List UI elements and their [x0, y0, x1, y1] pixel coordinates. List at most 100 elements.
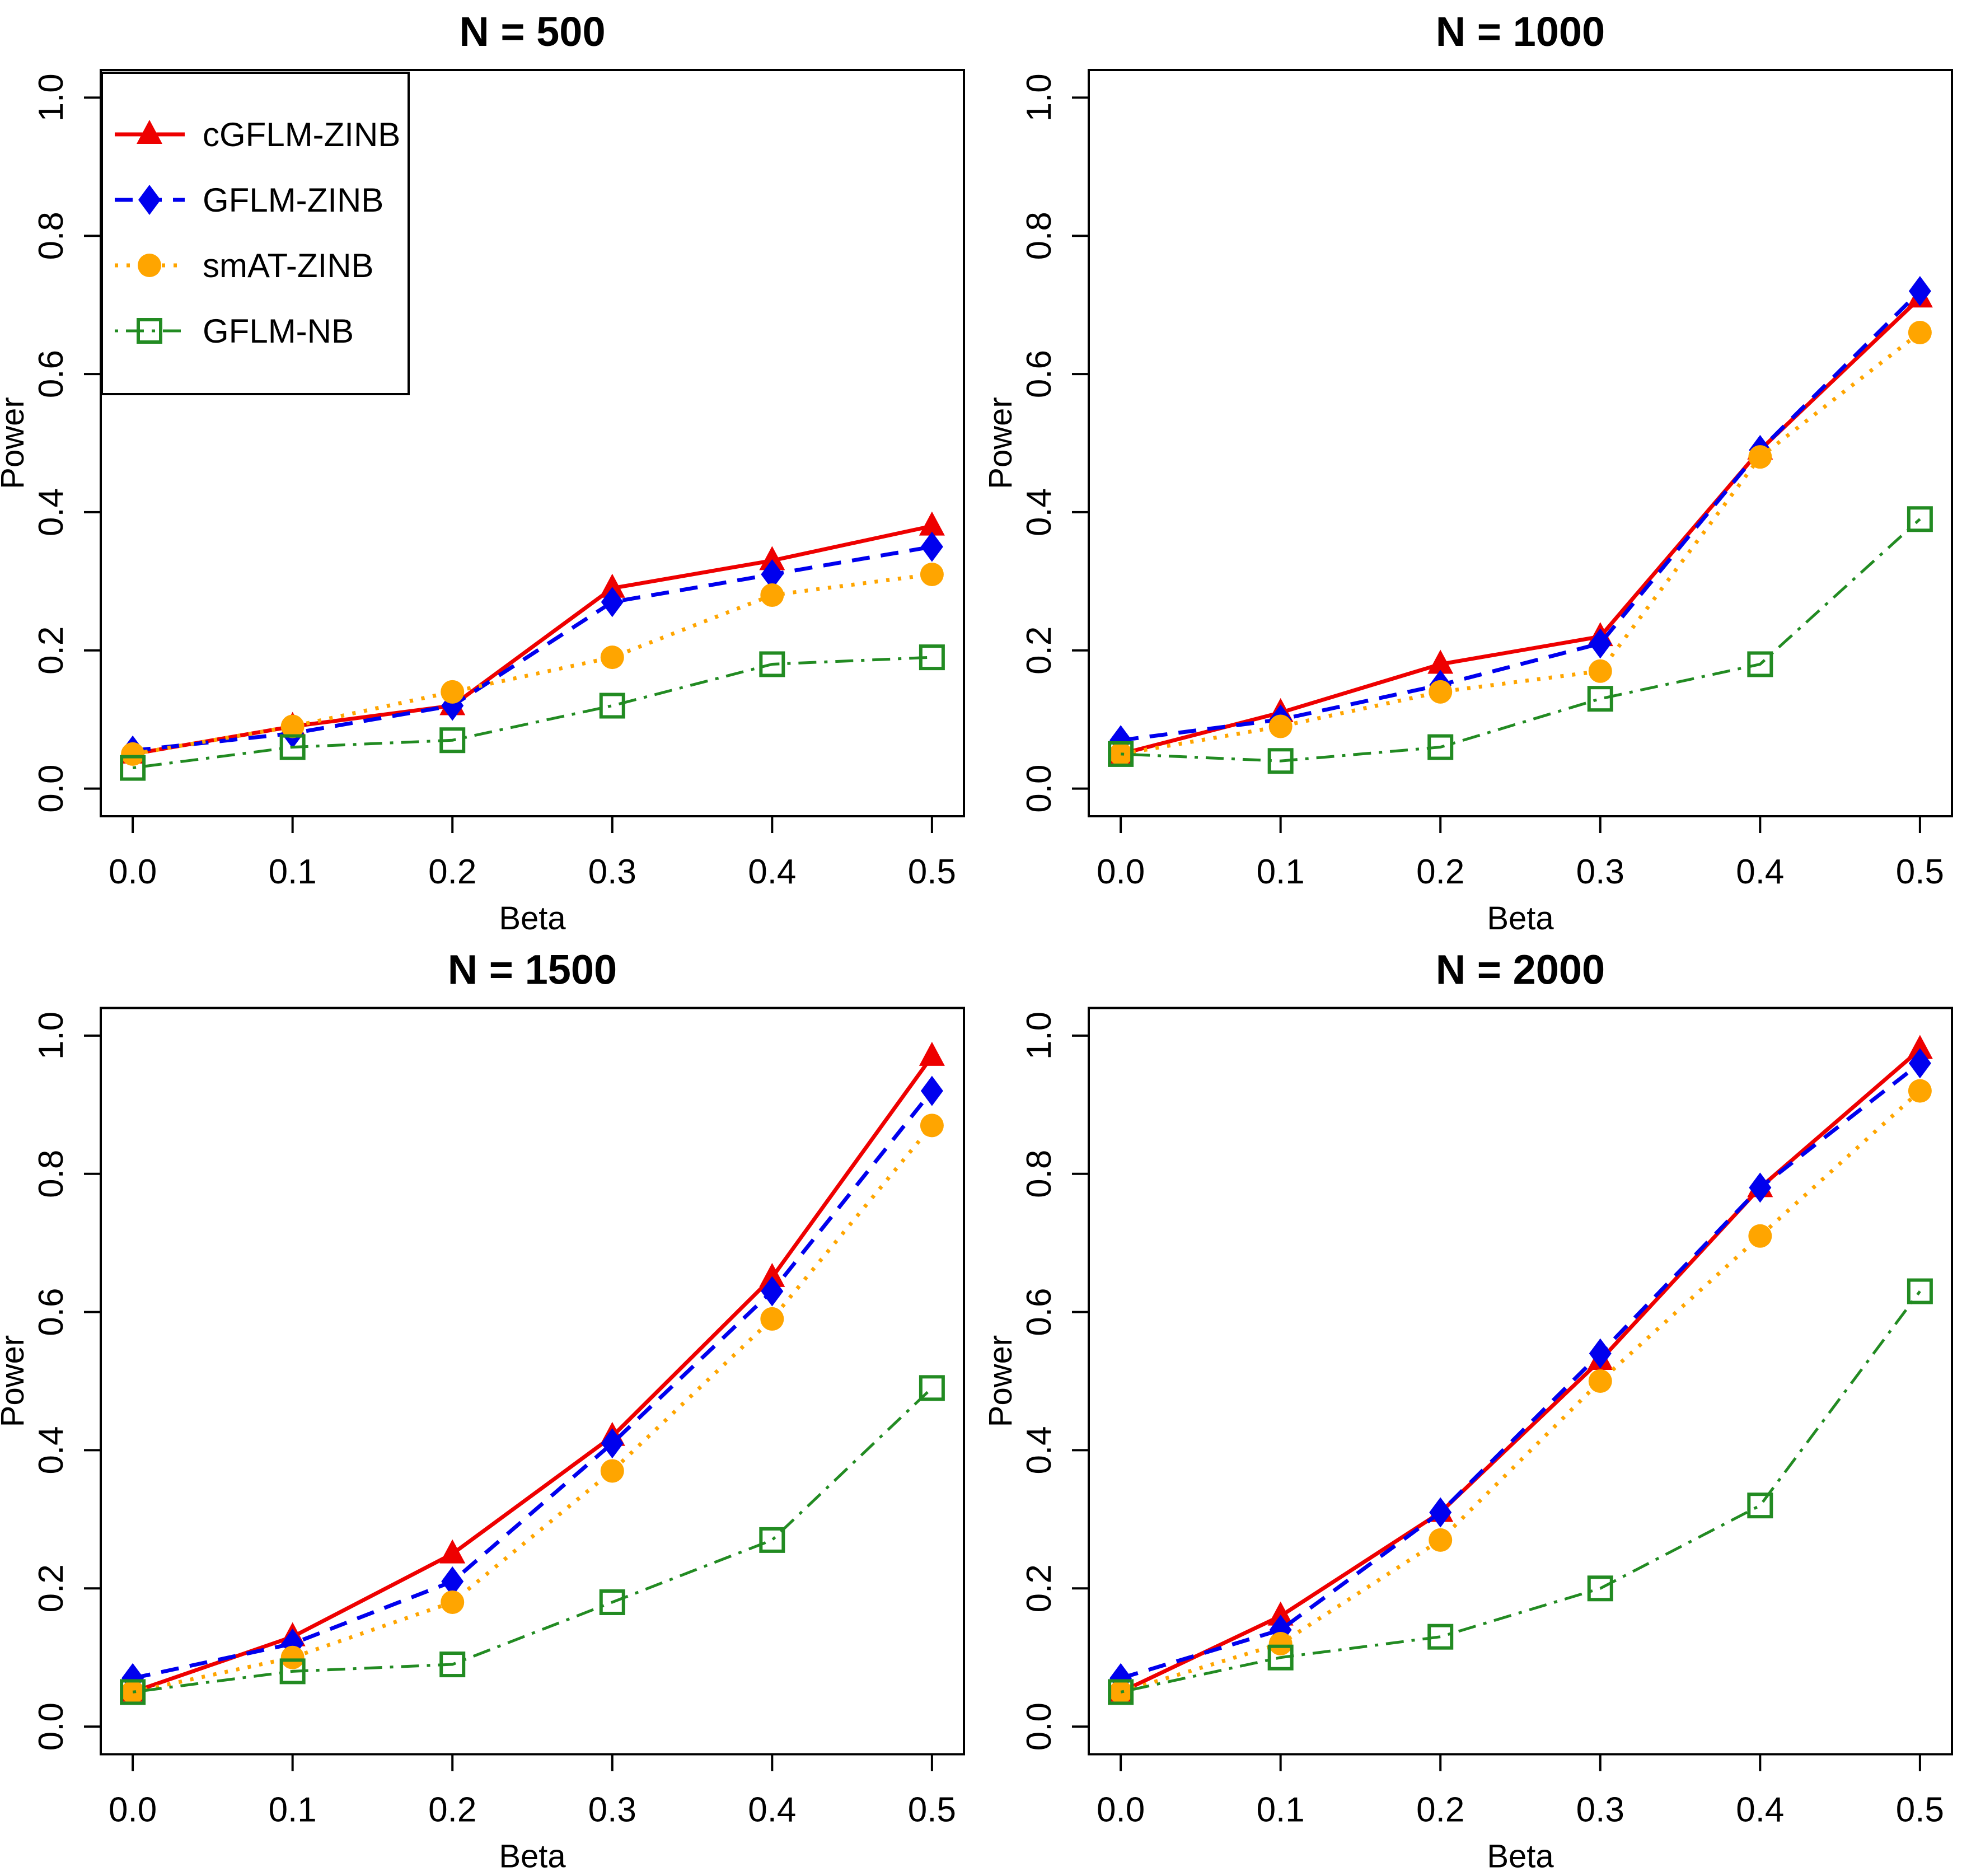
series-line-GFLM-NB	[1121, 518, 1921, 762]
series-marker-GFLM-ZINB	[1908, 275, 1931, 306]
panel-n1000: N = 1000 0.0 0.1 0.2 0.3 0.4 0.5 0.0 0.2 0.4 0.6 0.…	[988, 0, 1976, 938]
series-line-smAT-ZINB	[1120, 1089, 1922, 1694]
chart-n500: N = 500 0.0 0.1 0.2 0.3 0.4 0.5 0.0 0.2 0.4 0.6 0.8…	[0, 8, 965, 937]
x-tick-label: 0.3	[588, 1791, 636, 1830]
legend-label: smAT-ZINB	[203, 247, 374, 284]
series-line-cGFLM-ZINB	[1120, 1047, 1922, 1694]
series-marker-smAT-ZINB	[760, 583, 784, 607]
series-marker-GFLM-NB	[919, 644, 945, 671]
series-line-GFLM-ZINB	[1120, 1061, 1922, 1681]
y-tick-label: 0.4	[1020, 1426, 1059, 1474]
series-line-GFLM-NB	[1120, 1290, 1921, 1693]
y-tick-label: 0.4	[32, 1426, 71, 1474]
series-marker-smAT-ZINB	[1748, 1224, 1772, 1248]
series-marker-GFLM-ZINB	[1589, 1338, 1612, 1369]
x-axis-label: Beta	[1487, 1838, 1554, 1875]
series-marker-GFLM-NB	[279, 1658, 306, 1685]
series-line-smAT-ZINB	[1120, 331, 1922, 756]
series-marker-GFLM-ZINB	[761, 1276, 784, 1307]
plot-box	[1088, 69, 1953, 817]
plot-box	[100, 1007, 965, 1756]
series-line-GFLM-NB	[132, 656, 932, 770]
series-line-smAT-ZINB	[132, 572, 933, 756]
y-tick-label: 0.6	[32, 350, 71, 398]
series-line-GFLM-ZINB	[132, 1089, 934, 1681]
plot-box	[100, 69, 965, 817]
series-marker-GFLM-NB	[1587, 686, 1613, 712]
series-marker-GFLM-ZINB	[601, 1428, 624, 1459]
y-tick-label: 0.2	[32, 626, 71, 675]
series-marker-smAT-ZINB	[1588, 1369, 1612, 1393]
series-marker-GFLM-ZINB	[920, 531, 943, 562]
y-tick-label: 0.8	[32, 1150, 71, 1198]
series-marker-cGFLM-ZINB	[1267, 1601, 1294, 1626]
y-tick-label: 0.2	[1020, 1564, 1059, 1612]
y-tick-label: 0.2	[32, 1564, 71, 1612]
series-line-GFLM-ZINB	[1120, 289, 1922, 742]
series-marker-smAT-ZINB	[1748, 445, 1772, 469]
x-tick-label: 0.2	[1416, 853, 1464, 891]
series-marker-GFLM-NB	[759, 651, 785, 677]
legend-label: cGFLM-ZINB	[203, 116, 400, 153]
series-line-cGFLM-ZINB	[132, 1055, 934, 1694]
series-marker-cGFLM-ZINB	[1907, 1035, 1933, 1059]
panel-n2000: N = 2000 0.0 0.1 0.2 0.3 0.4 0.5 0.0 0.2 0.4 0.6 0.…	[988, 938, 1976, 1876]
y-tick-label: 0.0	[1020, 765, 1059, 813]
series-marker-cGFLM-ZINB	[759, 1262, 785, 1287]
series-marker-smAT-ZINB	[600, 1459, 624, 1483]
series-marker-GFLM-NB	[759, 1527, 785, 1553]
series-line-smAT-ZINB	[132, 1124, 934, 1694]
series-marker-cGFLM-ZINB	[439, 1539, 466, 1564]
series-marker-GFLM-NB	[1907, 1278, 1933, 1304]
y-tick-label: 0.6	[1020, 1288, 1059, 1336]
x-tick-label: 0.5	[908, 1791, 956, 1830]
series-marker-smAT-ZINB	[1268, 714, 1293, 738]
x-axis-label: Beta	[1487, 900, 1554, 937]
x-axis-label: Beta	[499, 900, 566, 937]
chart-title: N = 1500	[448, 947, 617, 993]
legend-marker-GFLM-ZINB	[138, 185, 161, 215]
x-tick-label: 0.0	[109, 1791, 157, 1830]
x-tick-label: 0.3	[588, 853, 636, 891]
y-tick-label: 0.6	[32, 1288, 71, 1336]
y-tick-label: 1.0	[32, 73, 71, 121]
series-marker-GFLM-ZINB	[1749, 1172, 1772, 1203]
x-tick-label: 0.0	[1097, 853, 1145, 891]
series-marker-GFLM-NB	[120, 755, 146, 781]
y-axis-label: Power	[0, 1335, 31, 1427]
series-marker-GFLM-NB	[439, 1652, 466, 1678]
series-marker-GFLM-NB	[1747, 1493, 1773, 1519]
series-marker-smAT-ZINB	[441, 1590, 465, 1614]
x-tick-label: 0.4	[1736, 1791, 1784, 1830]
x-tick-label: 0.5	[1896, 1791, 1944, 1830]
series-marker-smAT-ZINB	[1588, 659, 1612, 683]
series-marker-cGFLM-ZINB	[919, 511, 945, 536]
y-tick-label: 0.0	[1020, 1702, 1059, 1751]
y-axis-label: Power	[988, 1335, 1019, 1427]
series-marker-smAT-ZINB	[1109, 742, 1133, 766]
series-marker-GFLM-NB	[279, 734, 306, 760]
y-tick-label: 0.8	[1020, 1150, 1059, 1198]
series-marker-GFLM-ZINB	[1269, 1615, 1292, 1645]
plot-box	[1088, 1007, 1953, 1756]
series-marker-smAT-ZINB	[280, 714, 305, 738]
x-axis-label: Beta	[499, 1838, 566, 1875]
series-marker-GFLM-NB	[599, 693, 625, 719]
x-tick-label: 0.2	[428, 1791, 476, 1830]
series-marker-GFLM-ZINB	[601, 587, 624, 617]
series-marker-smAT-ZINB	[280, 1645, 305, 1669]
series-marker-cGFLM-ZINB	[1427, 649, 1454, 674]
x-tick-label: 0.1	[269, 853, 317, 891]
series-marker-smAT-ZINB	[121, 742, 145, 766]
series-marker-smAT-ZINB	[1908, 1079, 1932, 1103]
series-line-GFLM-ZINB	[132, 545, 933, 753]
series-marker-GFLM-NB	[439, 727, 466, 754]
series-marker-smAT-ZINB	[441, 680, 465, 704]
x-tick-label: 0.4	[748, 853, 796, 891]
y-tick-label: 0.4	[1020, 488, 1059, 536]
x-tick-label: 0.0	[1097, 1791, 1145, 1830]
series-marker-GFLM-NB	[1267, 748, 1294, 774]
x-tick-label: 0.1	[1257, 853, 1305, 891]
x-tick-label: 0.3	[1576, 853, 1624, 891]
